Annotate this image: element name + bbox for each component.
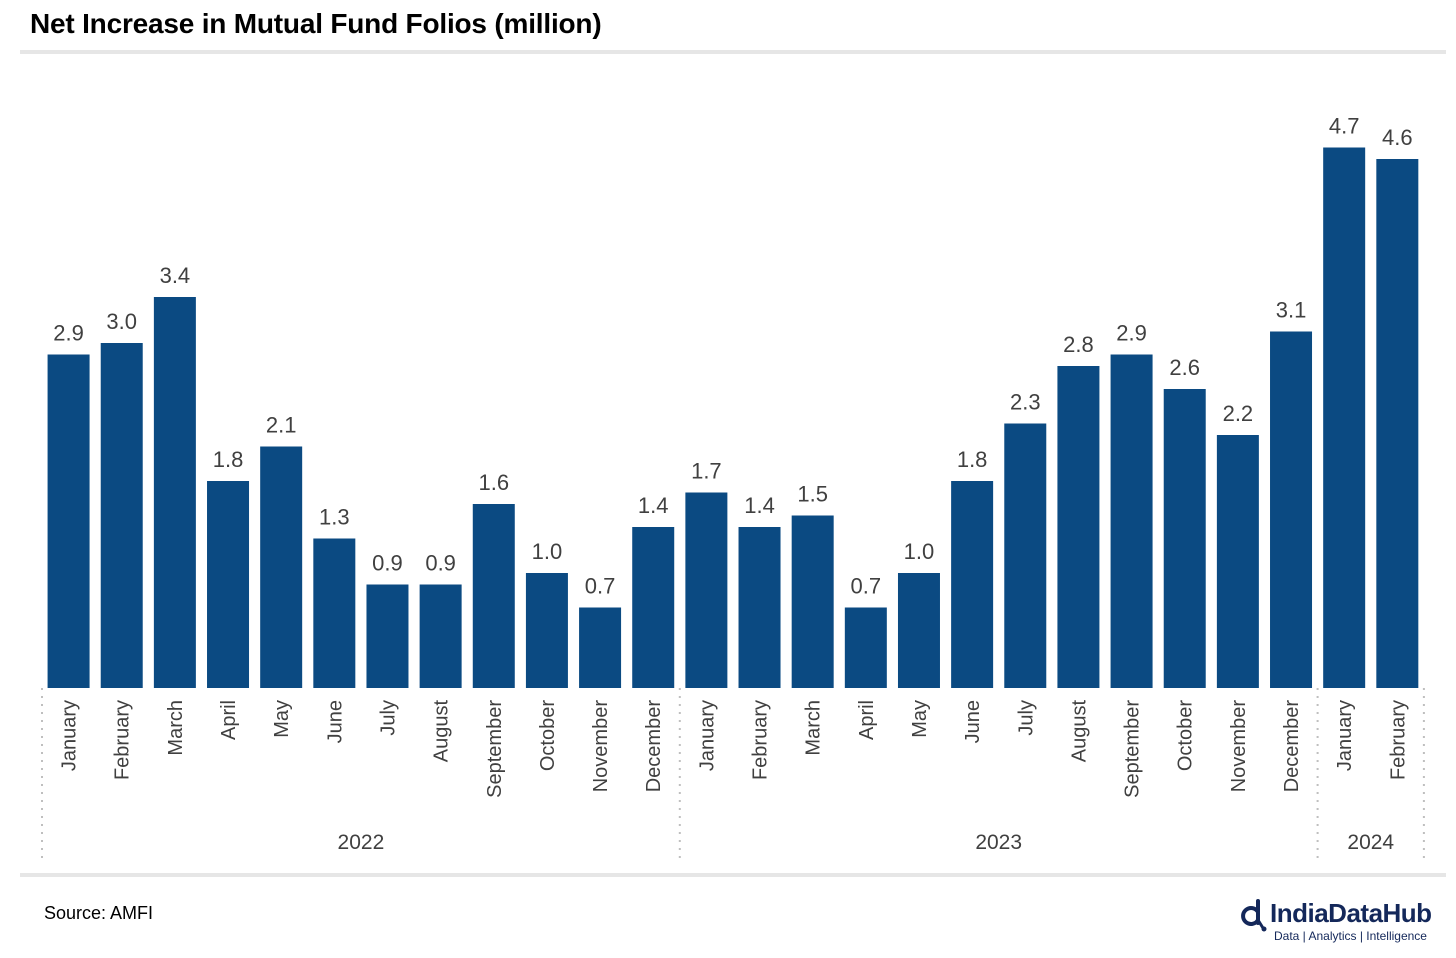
data-label: 3.4 (160, 263, 191, 288)
bar (47, 354, 90, 688)
x-tick-label: June (324, 700, 346, 743)
x-tick-label: February (750, 700, 772, 780)
bar (685, 492, 728, 688)
top-divider (20, 50, 1446, 54)
data-label: 1.0 (532, 539, 563, 564)
bar (419, 584, 462, 688)
bar (153, 297, 196, 688)
data-label: 1.7 (691, 459, 722, 484)
bar (632, 527, 675, 688)
x-tick-label: February (1387, 700, 1409, 780)
x-tick-label: November (1228, 700, 1250, 793)
bar (207, 481, 250, 688)
x-tick-label: March (165, 700, 187, 756)
bar (1057, 366, 1100, 688)
x-tick-label: January (59, 700, 81, 771)
x-tick-label: April (856, 700, 878, 740)
data-label: 1.4 (638, 493, 669, 518)
data-label: 4.6 (1382, 125, 1413, 150)
x-tick-label: August (1068, 700, 1090, 763)
data-label: 0.9 (372, 551, 403, 576)
x-tick-label: April (218, 700, 240, 740)
bar (1163, 389, 1206, 688)
x-tick-label: May (271, 700, 293, 738)
data-label: 4.7 (1329, 114, 1360, 139)
x-tick-label: January (1334, 700, 1356, 771)
x-tick-label: July (377, 700, 399, 736)
data-label: 2.9 (1116, 321, 1147, 346)
bar (738, 527, 781, 688)
data-label: 0.9 (425, 551, 456, 576)
bar (579, 607, 622, 688)
bar (1270, 331, 1313, 688)
data-label: 1.4 (744, 493, 775, 518)
bar (1004, 423, 1047, 688)
data-label: 1.6 (478, 470, 509, 495)
data-label: 3.1 (1276, 298, 1307, 323)
bottom-divider (20, 873, 1446, 877)
x-tick-label: November (590, 700, 612, 793)
x-tick-label: December (643, 700, 665, 793)
data-label: 1.0 (904, 539, 935, 564)
bar (472, 504, 515, 688)
bar (1110, 354, 1153, 688)
year-group-label: 2023 (975, 831, 1022, 854)
x-tick-label: October (1175, 700, 1197, 771)
india-data-hub-logo-icon (1241, 899, 1267, 932)
bar (791, 515, 834, 688)
data-label: 2.1 (266, 413, 297, 438)
data-label: 0.7 (851, 574, 882, 599)
bar-chart: 2.9 January 3.0 February 3.4 March 1.8 April 2.1… (41, 114, 1425, 862)
year-group-label: 2022 (338, 831, 385, 854)
bar (1323, 147, 1366, 688)
bar (366, 584, 409, 688)
bar (313, 538, 356, 688)
x-tick-label: December (1281, 700, 1303, 793)
bar (1216, 435, 1259, 688)
x-tick-label: September (1122, 700, 1144, 798)
bar (100, 343, 143, 688)
data-label: 2.3 (1010, 390, 1041, 415)
source-note: Source: AMFI (44, 903, 154, 923)
year-group-label: 2024 (1347, 831, 1394, 854)
x-tick-label: May (909, 700, 931, 738)
data-label: 3.0 (106, 309, 137, 334)
bar (844, 607, 887, 688)
data-label: 1.8 (213, 447, 244, 472)
bar (260, 446, 303, 688)
x-tick-label: July (1015, 700, 1037, 736)
data-label: 1.5 (797, 482, 828, 507)
x-tick-label: October (537, 700, 559, 771)
x-tick-label: February (112, 700, 134, 780)
brand-name: IndiaDataHub (1270, 898, 1432, 928)
bar (951, 481, 994, 688)
x-tick-label: June (962, 700, 984, 743)
x-tick-label: September (484, 700, 506, 798)
data-label: 0.7 (585, 574, 616, 599)
bar (897, 573, 940, 688)
x-tick-label: January (696, 700, 718, 771)
data-label: 2.6 (1169, 355, 1200, 380)
chart-title: Net Increase in Mutual Fund Folios (mill… (30, 8, 602, 39)
data-label: 2.2 (1223, 401, 1254, 426)
bar (525, 573, 568, 688)
data-label: 2.9 (53, 321, 84, 346)
x-tick-label: March (803, 700, 825, 756)
x-tick-label: August (431, 700, 453, 763)
brand-tagline: Data | Analytics | Intelligence (1274, 929, 1427, 943)
brand-logo[interactable]: IndiaDataHub Data | Analytics | Intellig… (1238, 896, 1448, 946)
bar (1376, 159, 1419, 688)
data-label: 1.8 (957, 447, 988, 472)
data-label: 2.8 (1063, 332, 1094, 357)
data-label: 1.3 (319, 505, 350, 530)
